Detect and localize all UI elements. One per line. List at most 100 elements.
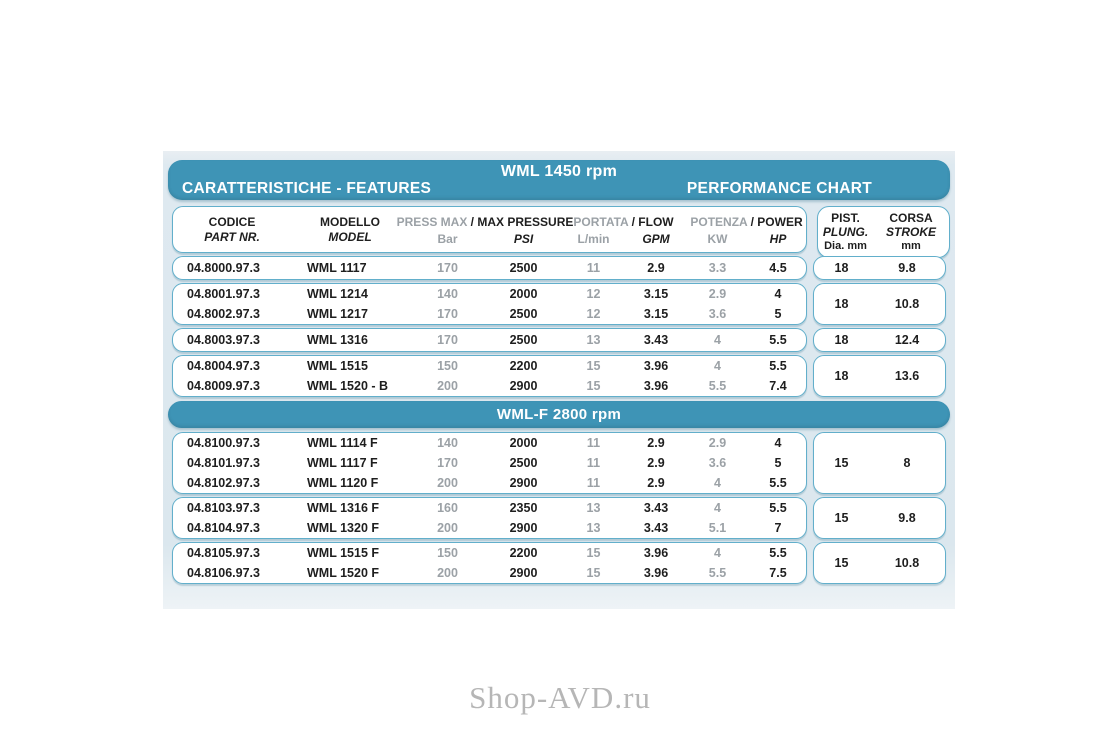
unit-lmin: L/min [577, 231, 610, 246]
cell-part-number: 04.8001.97.3 [187, 287, 260, 301]
column-headers-box: CODICE PART NR. MODELLO MODEL PRESS MAX … [172, 206, 807, 253]
column-headers-grid: CODICE PART NR. MODELLO MODEL PRESS MAX … [173, 207, 806, 252]
spec-row-group: 04.8105.97.3 WML 1515 F 150 2200 15 3.96 4 5.5 0… [168, 542, 950, 584]
cell-pressure-bar: 140 [437, 287, 458, 301]
cell-flow-gpm: 2.9 [647, 436, 665, 450]
cell-plunger-dia: 18 [834, 333, 849, 347]
spec-sheet: WML 1450 rpm CARATTERISTICHE - FEATURES … [163, 151, 955, 609]
codice-label: CODICE [208, 214, 256, 229]
cell-stroke: 10.8 [894, 556, 920, 570]
spec-row-group: 04.8004.97.3 WML 1515 150 2200 15 3.96 4 5.5 04.… [168, 355, 950, 397]
table-row: 04.8103.97.3 WML 1316 F 160 2350 13 3.43 4 5.5 [173, 501, 806, 515]
cell-flow-lmin: 15 [586, 566, 601, 580]
cell-part-number: 04.8101.97.3 [187, 456, 260, 470]
cell-part-number: 04.8106.97.3 [187, 566, 260, 580]
plunger-stroke-box: 15 9.8 [813, 497, 946, 539]
cell-flow-lmin: 12 [586, 287, 601, 301]
cell-model: WML 1117 F [307, 456, 378, 470]
cell-pressure-bar: 200 [437, 521, 458, 535]
modello-label: MODELLO [320, 214, 380, 229]
cell-pressure-bar: 200 [437, 476, 458, 490]
table-row: 04.8003.97.3 WML 1316 170 2500 13 3.43 4 5.5 [173, 333, 806, 347]
cell-flow-gpm: 3.43 [643, 333, 669, 347]
spec-values-box: 04.8105.97.3 WML 1515 F 150 2200 15 3.96 4 5.5 0… [172, 542, 807, 584]
cell-flow-lmin: 15 [586, 379, 601, 393]
unit-psi: PSI [513, 231, 534, 246]
cell-pressure-bar: 150 [437, 359, 458, 373]
cell-power-kw: 3.3 [708, 261, 727, 275]
plunger-stroke-box: 15 10.8 [813, 542, 946, 584]
column-header-power: POTENZA / POWER [686, 215, 807, 230]
cell-pressure-psi: 2000 [509, 287, 538, 301]
cell-part-number: 04.8102.97.3 [187, 476, 260, 490]
cell-model: WML 1217 [307, 307, 368, 321]
wmlf-title: WML-F 2800 rpm [496, 406, 622, 423]
table-row: 04.8001.97.3 WML 1214 140 2000 12 3.15 2.9 4 [173, 287, 806, 301]
cell-part-number: 04.8003.97.3 [187, 333, 260, 347]
column-header-modello: MODELLO MODEL [291, 215, 409, 245]
cell-power-hp: 5.5 [769, 333, 787, 347]
cell-pressure-bar: 160 [437, 501, 458, 515]
cell-plunger-dia: 18 [834, 369, 849, 383]
cell-plunger-dia: 15 [834, 456, 849, 470]
spec-row-group: 04.8003.97.3 WML 1316 170 2500 13 3.43 4 5.5 18 1… [168, 328, 950, 352]
cell-pressure-bar: 140 [437, 436, 458, 450]
cell-pressure-psi: 2500 [509, 333, 538, 347]
cell-part-number: 04.8009.97.3 [187, 379, 260, 393]
cell-power-kw: 4 [714, 333, 721, 347]
cell-pressure-psi: 2900 [509, 521, 538, 535]
stroke-label: STROKE [885, 225, 936, 240]
cell-flow-lmin: 11 [586, 436, 601, 450]
features-title: CARATTERISTICHE - FEATURES [182, 180, 432, 197]
cell-flow-gpm: 3.43 [643, 521, 669, 535]
cell-flow-gpm: 3.96 [643, 359, 669, 373]
cell-power-kw: 4 [714, 501, 721, 515]
model-label: MODEL [328, 229, 372, 244]
cell-power-kw: 5.1 [708, 521, 727, 535]
cell-pressure-psi: 2350 [509, 501, 538, 515]
section-wml-1450: 04.8000.97.3 WML 1117 170 2500 11 2.9 3.3 4.5 18… [168, 256, 950, 397]
spec-values-box: 04.8103.97.3 WML 1316 F 160 2350 13 3.43 4 5.5 0… [172, 497, 807, 539]
watermark: Shop-AVD.ru [469, 680, 651, 715]
corsa-label: CORSA [889, 211, 933, 226]
cell-model: WML 1120 F [307, 476, 379, 490]
cell-power-hp: 4.5 [769, 261, 787, 275]
cell-part-number: 04.8100.97.3 [187, 436, 260, 450]
cell-model: WML 1515 F [307, 546, 380, 560]
header-band: WML 1450 rpm CARATTERISTICHE - FEATURES … [168, 160, 950, 200]
cell-flow-gpm: 3.96 [643, 546, 669, 560]
cell-pressure-bar: 170 [437, 261, 458, 275]
press-max-label: PRESS MAX [396, 214, 468, 229]
cell-power-hp: 5 [774, 307, 782, 321]
cell-flow-gpm: 2.9 [647, 476, 665, 490]
plunger-stroke-box: 18 9.8 [813, 256, 946, 280]
plunger-stroke-headers-grid: PIST. PLUNG. Dia. mm CORSA STROKE mm [818, 207, 949, 257]
cell-plunger-dia: 18 [834, 261, 849, 275]
spec-row-group: 04.8103.97.3 WML 1316 F 160 2350 13 3.43 4 5.5 0… [168, 497, 950, 539]
cell-power-kw: 3.6 [708, 307, 727, 321]
table-row: 04.8002.97.3 WML 1217 170 2500 12 3.15 3.6 5 [173, 307, 806, 321]
cell-power-hp: 4 [774, 436, 782, 450]
cell-plunger-dia: 15 [834, 511, 849, 525]
table-row: 04.8105.97.3 WML 1515 F 150 2200 15 3.96 4 5.5 [173, 546, 806, 560]
cell-pressure-psi: 2200 [509, 546, 538, 560]
rpm-title: WML 1450 rpm [500, 163, 618, 180]
cell-power-hp: 5.5 [769, 501, 787, 515]
cell-pressure-psi: 2900 [509, 379, 538, 393]
cell-power-hp: 5.5 [769, 546, 787, 560]
table-row: 04.8004.97.3 WML 1515 150 2200 15 3.96 4 5.5 [173, 359, 806, 373]
column-header-plunger: PIST. PLUNG. Dia. mm [818, 211, 873, 253]
cell-model: WML 1214 [307, 287, 368, 301]
spec-row-group: 04.8000.97.3 WML 1117 170 2500 11 2.9 3.3 4.5 18… [168, 256, 950, 280]
cell-power-kw: 4 [714, 359, 721, 373]
cell-part-number: 04.8004.97.3 [187, 359, 260, 373]
potenza-label: POTENZA [690, 214, 748, 229]
spec-values-box: 04.8001.97.3 WML 1214 140 2000 12 3.15 2.9 4 04.… [172, 283, 807, 325]
flow-label: / FLOW [631, 214, 674, 229]
cell-flow-lmin: 13 [586, 521, 601, 535]
cell-power-kw: 5.5 [708, 379, 727, 393]
column-header-flow: PORTATA / FLOW [561, 215, 686, 230]
performance-chart-title: PERFORMANCE CHART [686, 180, 872, 197]
cell-power-hp: 5 [774, 456, 782, 470]
